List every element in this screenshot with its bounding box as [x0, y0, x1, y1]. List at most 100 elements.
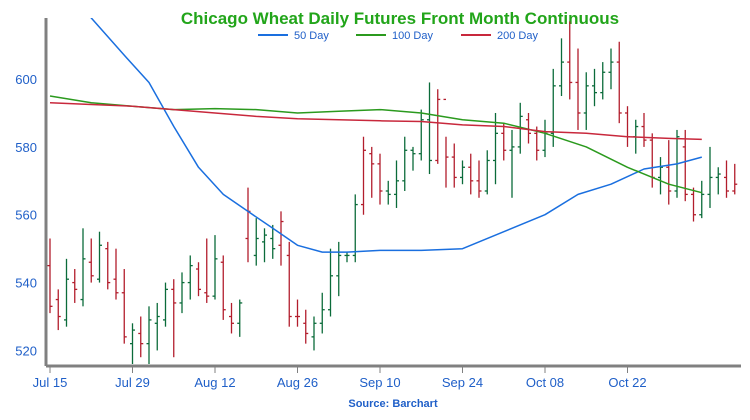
ohlc-bar: [121, 269, 127, 344]
ohlc-bar: [105, 241, 111, 290]
ohlc-bar: [460, 160, 465, 185]
x-axis-ticks: Jul 15 Jul 29 Aug 12 Aug 26 Sep 10 Sep 24 Oct …: [33, 366, 647, 390]
ohlc-bar: [385, 180, 391, 205]
ohlc-bar: [641, 112, 647, 147]
ohlc-bar: [715, 167, 721, 195]
y-tick-label: 580: [15, 140, 37, 155]
ohlc-bar: [443, 98, 449, 188]
ohlc-bar: [682, 129, 688, 202]
ohlc-bar: [567, 21, 573, 100]
ohlc-bar: [608, 48, 614, 90]
ohlc-bar: [286, 241, 292, 327]
ohlc-bar: [196, 262, 201, 297]
chart-source: Source: Barchart: [348, 398, 438, 410]
x-tick-label: Aug 12: [194, 375, 235, 390]
x-tick-label: Oct 08: [526, 375, 564, 390]
ohlc-bar: [237, 299, 243, 337]
x-tick-label: Jul 15: [33, 375, 68, 390]
ohlc-bar: [88, 238, 94, 283]
ohlc-bar: [418, 109, 424, 161]
ohlc-bar: [575, 48, 581, 130]
ohlc-bar: [542, 119, 548, 158]
plot-area: [47, 18, 738, 364]
ohlc-bar: [47, 238, 53, 314]
y-tick-label: 540: [15, 276, 37, 291]
ohlc-bar: [336, 241, 342, 297]
ohlc-bar: [80, 228, 86, 307]
x-tick-label: Sep 24: [442, 375, 483, 390]
ohlc-bar: [278, 211, 284, 266]
ohlc-bar: [229, 302, 234, 334]
ohlc-bar: [130, 323, 135, 364]
ohlc-bar: [179, 272, 185, 314]
x-tick-label: Aug 26: [277, 375, 318, 390]
ohlc-bar: [468, 153, 474, 195]
ohlc-bar: [64, 258, 69, 327]
ohlc-bar: [732, 163, 738, 195]
ohlc-bar: [451, 143, 457, 188]
ohlc-bar: [526, 112, 531, 144]
legend: 50 Day 100 Day 200 Day: [258, 30, 538, 42]
ohlc-bar: [97, 231, 102, 283]
ohlc-bar: [658, 157, 663, 195]
ohlc-bar: [550, 68, 556, 147]
ohlc-bar: [592, 68, 597, 107]
x-tick-label: Oct 22: [608, 375, 646, 390]
ohlc-bar: [245, 187, 251, 263]
x-tick-label: Jul 29: [115, 375, 150, 390]
ohlc-bar: [146, 306, 152, 364]
ohlc-bar: [212, 235, 218, 300]
ohlc-bar: [344, 252, 350, 263]
ohlc-bar: [509, 129, 515, 198]
y-tick-label: 520: [15, 343, 37, 358]
ohlc-bar: [625, 106, 630, 147]
x-tick-label: Sep 10: [359, 375, 400, 390]
ohlc-bar: [600, 62, 606, 100]
ohlc-bar: [369, 146, 375, 198]
ohlc-bar: [295, 299, 300, 327]
ohlc-bar: [476, 160, 482, 198]
ohlc-bar: [154, 302, 160, 351]
ohlc-bar: [501, 123, 507, 161]
ohlc-bar: [171, 279, 177, 358]
series-line-200-day: [49, 102, 702, 141]
legend-label-200-day: 200 Day: [497, 30, 538, 42]
ohlc-bar: [427, 82, 432, 175]
ohlc-bar: [534, 126, 540, 161]
ohlc-bar: [484, 150, 490, 195]
y-axis-ticks: 520 540 560 580 600: [15, 72, 37, 358]
ohlc-bar: [410, 146, 416, 171]
ohlc-bar: [691, 187, 696, 222]
chart-title: Chicago Wheat Daily Futures Front Month …: [181, 9, 619, 28]
ohlc-bar: [270, 224, 276, 259]
ohlc-bar: [724, 160, 729, 198]
ohlc-bar: [113, 248, 119, 300]
y-tick-label: 600: [15, 72, 37, 87]
series-line-100-day: [49, 95, 702, 194]
ohlc-bar: [559, 38, 564, 97]
ohlc-bar: [699, 180, 705, 219]
ohlc-bar: [402, 136, 408, 191]
ohlc-bar: [220, 255, 226, 320]
ohlc-bar: [394, 160, 399, 208]
ohlc-bar: [616, 41, 622, 124]
ohlc-bar: [204, 238, 210, 303]
ohlc-bar: [328, 248, 333, 317]
ohlc-bar: [361, 136, 366, 215]
ohlc-bar: [319, 292, 325, 334]
ohlc-bar: [583, 72, 589, 130]
y-tick-label: 560: [15, 208, 37, 223]
ohlc-bar: [163, 282, 168, 327]
ohlc-bar: [72, 269, 78, 303]
ohlc-bar: [55, 289, 61, 331]
legend-label-100-day: 100 Day: [392, 30, 433, 42]
ohlc-bar: [138, 316, 144, 358]
ohlc-bar: [253, 218, 259, 266]
ohlc-bar: [649, 133, 655, 188]
ohlc-bar: [311, 316, 317, 351]
ohlc-bar: [707, 146, 713, 208]
ohlc-bar: [377, 153, 383, 205]
ohlc-bar: [303, 309, 309, 344]
legend-label-50-day: 50 Day: [294, 30, 329, 42]
